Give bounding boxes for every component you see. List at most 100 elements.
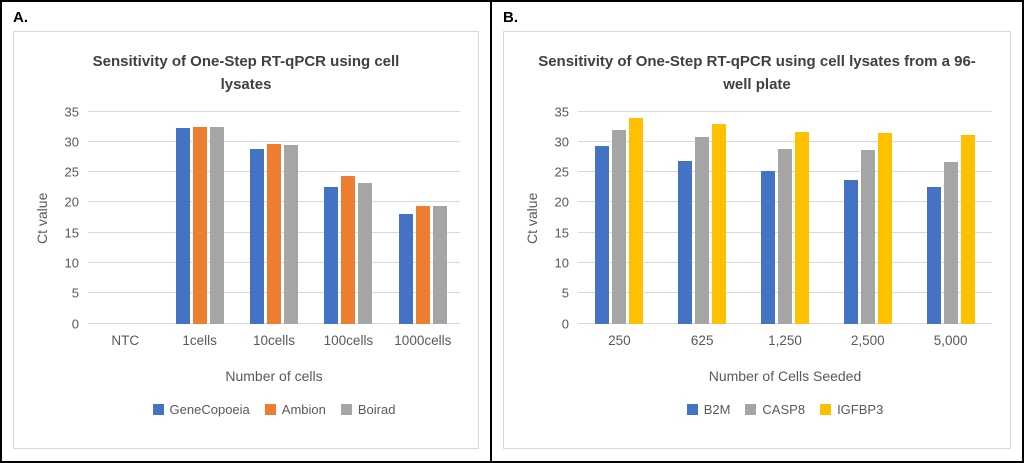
y-tick-label: 25 <box>554 164 569 180</box>
y-tick-label: 10 <box>64 255 79 271</box>
x-tick-label: 10cells <box>253 332 296 348</box>
legend-label: GeneCopoeia <box>169 401 250 417</box>
panel-a: A. Sensitivity of One-Step RT-qPCR using… <box>2 2 490 461</box>
legend-swatch-icon <box>340 403 352 415</box>
gridline <box>578 140 992 142</box>
plot-area: Ct value 0 5 10 15 20 25 30 35 <box>34 104 460 331</box>
bar-group-1000cells <box>386 112 460 324</box>
bar-b2m-625 <box>678 160 693 324</box>
bar-group-10cells <box>237 112 311 324</box>
legend-swatch-icon <box>686 403 698 415</box>
bar-boirad-1cells <box>209 126 224 324</box>
bar-casp8-2,500 <box>860 150 875 324</box>
y-tick-label: 15 <box>554 225 569 241</box>
x-tick-label: 1cells <box>182 332 217 348</box>
legend-item-b2m: B2M <box>686 401 731 417</box>
panel-b-label: B. <box>503 9 518 26</box>
bar-genecopoeia-100cells <box>324 186 339 324</box>
bar-ambion-100cells <box>341 175 356 324</box>
bar-casp8-625 <box>695 136 710 324</box>
legend-label: Ambion <box>281 401 326 417</box>
chart-b: Sensitivity of One-Step RT-qPCR using ce… <box>503 31 1011 449</box>
y-tick-label: 30 <box>64 134 79 150</box>
chart-b-title: Sensitivity of One-Step RT-qPCR using ce… <box>538 53 976 94</box>
y-tick-label: 5 <box>71 285 79 301</box>
x-axis-title: Number of cells <box>225 367 323 384</box>
x-axis-title: Number of Cells Seeded <box>708 367 862 384</box>
bar-genecopoeia-10cells <box>250 149 265 324</box>
x-tick-label: NTC <box>111 332 140 348</box>
x-tick-label: 100cells <box>323 332 374 348</box>
bar-groups <box>578 112 992 324</box>
panel-b: B. Sensitivity of One-Step RT-qPCR using… <box>492 2 1022 461</box>
x-tick-row: 250 625 1,250 2,500 5,000 <box>578 333 992 348</box>
y-tick-label: 35 <box>554 104 569 119</box>
chart-a-body: Ct value 0 5 10 15 20 25 30 35 NTC 1cells 10cells… <box>22 104 470 441</box>
bar-b2m-250 <box>595 146 610 324</box>
legend-item-genecopoeia: GeneCopoeia <box>152 401 250 417</box>
chart-b-body: Ct value 0 5 10 15 20 25 30 35 250 625 1,250 2,500… <box>512 104 1002 441</box>
bar-igfbp3-5,000 <box>960 134 975 324</box>
plot-area: Ct value 0 5 10 15 20 25 30 35 <box>524 104 992 331</box>
y-tick-label: 10 <box>554 255 569 271</box>
bar-igfbp3-1,250 <box>794 131 809 324</box>
legend-label: Boirad <box>357 401 396 417</box>
x-tick-label: 1,250 <box>768 332 802 348</box>
y-tick-label: 20 <box>64 194 79 210</box>
bar-group-5,000 <box>909 112 992 324</box>
bar-boirad-1000cells <box>432 206 447 324</box>
legend-swatch-icon <box>820 403 832 415</box>
bar-b2m-2,500 <box>843 179 858 324</box>
legend-swatch-icon <box>745 403 757 415</box>
y-tick-label: 0 <box>71 316 79 331</box>
bar-genecopoeia-1000cells <box>398 213 413 324</box>
bar-igfbp3-250 <box>629 117 644 324</box>
bar-genecopoeia-1cells <box>175 128 190 324</box>
bar-casp8-1,250 <box>777 149 792 324</box>
legend-item-boirad: Boirad <box>340 401 396 417</box>
gridline <box>88 110 460 112</box>
legend-swatch-icon <box>264 403 276 415</box>
bar-groups <box>88 112 460 324</box>
legend-item-igfbp3: IGFBP3 <box>820 402 883 417</box>
legend-label: CASP8 <box>762 401 806 417</box>
y-tick-label: 5 <box>561 285 569 301</box>
bar-group-NTC <box>88 112 162 324</box>
legend-label: B2M <box>703 401 731 417</box>
x-tick-label: 625 <box>690 332 714 348</box>
bar-ambion-1cells <box>192 126 207 324</box>
gridline <box>88 140 460 142</box>
bar-igfbp3-2,500 <box>877 132 892 324</box>
y-axis-title: Ct value <box>524 191 540 244</box>
x-tick-label: 250 <box>608 332 631 348</box>
y-axis-title: Ct value <box>34 191 50 244</box>
x-tick-label: 1000cells <box>394 332 452 348</box>
panel-a-label: A. <box>13 9 28 26</box>
y-tick-label: 15 <box>64 225 79 241</box>
y-tick-label: 25 <box>64 164 79 180</box>
legend-item-ambion: Ambion <box>264 401 326 417</box>
y-tick-label: 35 <box>64 104 79 119</box>
bar-casp8-250 <box>612 129 627 324</box>
x-tick-row: NTC 1cells 10cells 100cells 1000cells <box>88 333 460 348</box>
y-tick-label: 20 <box>554 194 569 210</box>
panel-divider <box>490 2 492 461</box>
gridline <box>578 110 992 112</box>
bar-group-625 <box>661 112 744 324</box>
bar-boirad-100cells <box>358 182 373 324</box>
bar-group-250 <box>578 112 661 324</box>
legend: B2M CASP8 IGFBP3 <box>578 402 992 417</box>
bar-group-1cells <box>162 112 236 324</box>
y-tick-label: 30 <box>554 134 569 150</box>
chart-a: Sensitivity of One-Step RT-qPCR using ce… <box>13 31 479 449</box>
bar-ambion-10cells <box>267 144 282 324</box>
bar-group-100cells <box>311 112 385 324</box>
bar-casp8-5,000 <box>943 161 958 324</box>
x-tick-label: 5,000 <box>933 332 968 348</box>
bar-boirad-10cells <box>284 145 299 324</box>
chart-a-title: Sensitivity of One-Step RT-qPCR using ce… <box>92 53 400 94</box>
legend-swatch-icon <box>152 403 164 415</box>
bar-igfbp3-625 <box>712 123 727 324</box>
bar-ambion-1000cells <box>415 206 430 324</box>
